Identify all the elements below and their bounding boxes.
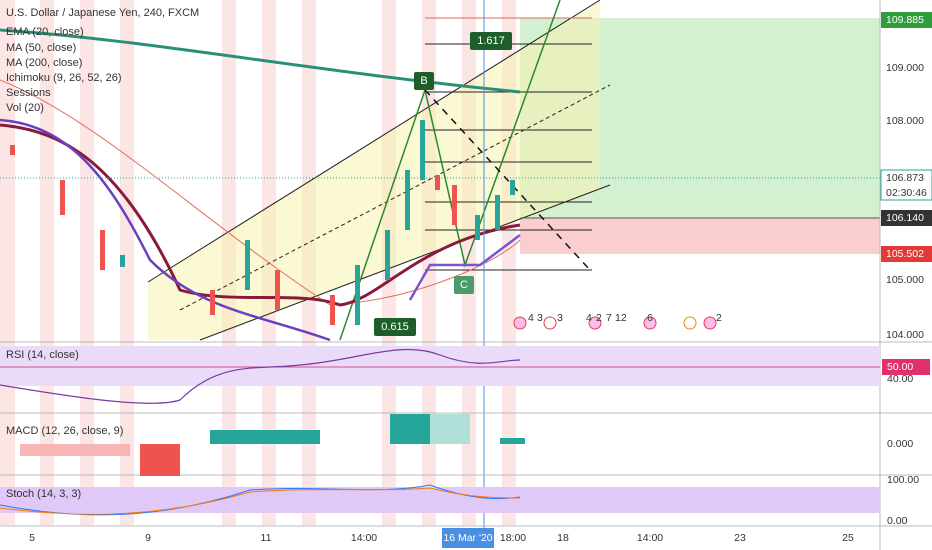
rsi-level-box <box>882 359 930 375</box>
rsi-level: 50.00 <box>887 361 913 373</box>
event-count: 12 <box>615 312 627 324</box>
crosshair-date-box <box>442 528 494 548</box>
time-label: 18 <box>557 532 569 544</box>
event-count: 3 <box>557 312 563 324</box>
time-label: 14:00 <box>637 532 663 544</box>
ma-50 <box>0 79 521 306</box>
event-count: 3 <box>537 312 543 324</box>
rsi-line <box>0 348 521 404</box>
stoch-d <box>0 487 521 515</box>
event-count: 2 <box>716 312 722 324</box>
stoch-label: Stoch (14, 3, 3) <box>6 488 81 500</box>
indicator: EMA (20, close) <box>6 26 84 38</box>
event-markers <box>513 316 717 330</box>
point-c-box <box>454 276 474 294</box>
price-label: 104.000 <box>886 329 924 341</box>
harmonic-pattern <box>339 0 561 341</box>
channel-top <box>147 0 601 283</box>
fib-bottom-box <box>374 318 416 336</box>
fib-top-box <box>470 32 512 50</box>
stoch-band <box>0 487 880 513</box>
last-price: 106.873 <box>886 172 924 184</box>
macd-label: MACD (12, 26, close, 9) <box>6 425 123 437</box>
macd-histogram <box>20 414 525 476</box>
price-label: 106.140 <box>886 212 924 224</box>
target-box <box>881 12 932 28</box>
price-label: 105.502 <box>886 248 924 260</box>
symbol-title: U.S. Dollar / Japanese Yen, 240, FXCM <box>6 7 199 19</box>
time-label: 9 <box>145 532 151 544</box>
event-count: 6 <box>647 312 653 324</box>
indicator: MA (50, close) <box>6 42 76 54</box>
loss-zone <box>520 218 880 254</box>
fib-top-label: 1.617 <box>477 35 505 47</box>
time-label: 14:00 <box>351 532 377 544</box>
channel-mid <box>179 84 611 311</box>
rsi-axis: 40.00 <box>887 373 913 385</box>
event-count: 4 <box>586 312 592 324</box>
fib-bottom-label: 0.615 <box>381 321 409 333</box>
time-label: 18:00 <box>500 532 526 544</box>
channel <box>148 0 600 340</box>
candles <box>10 120 515 325</box>
ichimoku-line <box>0 118 331 342</box>
price-label: 109.000 <box>886 62 924 74</box>
ema-20 <box>0 123 521 307</box>
stoch-axis: 100.00 <box>887 474 919 486</box>
entry-box <box>881 210 932 226</box>
stoch-axis: 0.00 <box>887 515 908 527</box>
event-count: 4 <box>528 312 534 324</box>
ichimoku-line-2 <box>408 234 521 301</box>
projection <box>424 89 591 271</box>
indicator: Ichimoku (9, 26, 52, 26) <box>6 72 122 84</box>
stop-box <box>881 246 932 262</box>
point-c: C <box>460 279 468 291</box>
countdown: 02:30:46 <box>886 187 927 199</box>
indicator: MA (200, close) <box>6 57 82 69</box>
price-label: 109.885 <box>886 14 924 26</box>
channel-bottom <box>199 184 611 341</box>
indicator: Vol (20) <box>6 102 44 114</box>
time-label: 23 <box>734 532 746 544</box>
point-b-box <box>414 72 434 90</box>
price-label: 105.000 <box>886 274 924 286</box>
point-b: B <box>420 75 427 87</box>
crosshair-date: 16 Mar '20 <box>443 532 492 544</box>
time-label: 11 <box>261 532 272 544</box>
indicator: Sessions <box>6 87 51 99</box>
time-label: 25 <box>842 532 854 544</box>
price-label: 108.000 <box>886 115 924 127</box>
time-label: 5 <box>29 532 35 544</box>
rsi-band <box>0 346 880 386</box>
last-box <box>880 169 932 201</box>
event-count: 2 <box>596 312 602 324</box>
macd-axis: 0.000 <box>887 438 913 450</box>
rsi-label: RSI (14, close) <box>6 349 79 361</box>
event-count: 7 <box>606 312 612 324</box>
